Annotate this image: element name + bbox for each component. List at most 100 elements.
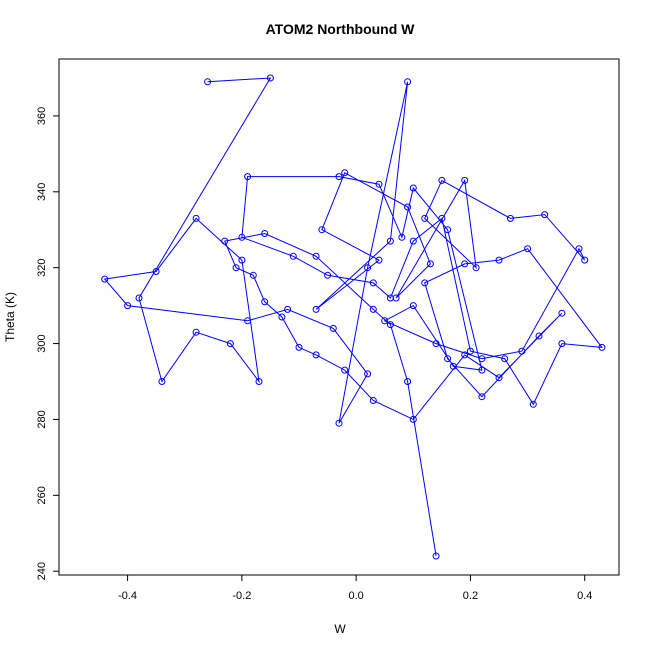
y-tick-label: 300 — [36, 334, 48, 352]
data-point — [461, 260, 469, 268]
series-line — [103, 77, 603, 557]
data-point — [238, 256, 246, 264]
data-point — [192, 328, 200, 336]
data-point — [369, 279, 377, 287]
data-point — [324, 271, 332, 279]
data-point — [461, 176, 469, 184]
data-point — [524, 245, 532, 253]
data-point — [232, 264, 240, 272]
data-point — [421, 279, 429, 287]
data-point — [284, 305, 292, 313]
data-point — [369, 305, 377, 313]
data-point — [409, 415, 417, 423]
y-tick-label: 260 — [36, 486, 48, 504]
data-point — [289, 252, 297, 260]
y-tick-label: 360 — [36, 107, 48, 125]
data-point — [312, 351, 320, 359]
y-tick-label: 240 — [36, 562, 48, 580]
x-tick-label: -0.2 — [232, 590, 251, 602]
data-point — [558, 340, 566, 348]
y-tick-label: 340 — [36, 183, 48, 201]
data-point — [478, 393, 486, 401]
y-tick-label: 280 — [36, 410, 48, 428]
data-point — [518, 347, 526, 355]
data-point — [449, 362, 457, 370]
plot-area-border — [58, 58, 620, 576]
data-point — [444, 226, 452, 234]
data-point — [226, 340, 234, 348]
data-point — [158, 378, 166, 385]
data-point — [295, 343, 303, 351]
data-point — [558, 309, 566, 317]
data-point — [249, 271, 257, 279]
data-point — [204, 78, 212, 86]
data-point — [461, 351, 469, 359]
data-point — [375, 180, 383, 188]
data-point — [478, 366, 486, 374]
data-point — [581, 256, 589, 264]
data-point — [444, 355, 452, 363]
data-point — [341, 366, 349, 374]
data-point — [438, 214, 446, 222]
data-point — [495, 374, 503, 382]
data-point — [472, 264, 480, 272]
data-point — [386, 321, 394, 329]
data-point — [124, 302, 132, 310]
chart-title: ATOM2 Northbound W — [266, 21, 416, 37]
data-point — [432, 340, 440, 348]
data-point — [318, 226, 326, 234]
data-point — [266, 74, 274, 82]
data-point — [244, 317, 252, 325]
data-point — [386, 294, 394, 302]
data-point — [261, 298, 269, 306]
data-point — [501, 355, 509, 363]
data-point — [278, 313, 286, 321]
data-point — [575, 245, 583, 253]
data-point — [398, 233, 406, 241]
y-axis-label: Theta (K) — [3, 292, 17, 342]
data-point — [329, 324, 337, 332]
x-axis-label: W — [334, 622, 346, 636]
series-layer — [101, 74, 606, 560]
x-tick-label: -0.4 — [118, 590, 137, 602]
data-point — [312, 305, 320, 313]
data-point — [244, 173, 252, 181]
data-point — [432, 552, 440, 560]
data-point — [335, 419, 343, 427]
data-point — [421, 214, 429, 222]
data-point — [381, 317, 389, 325]
y-tick-label: 320 — [36, 258, 48, 276]
y-axis: 240 260 280 300 320 340 360 — [36, 107, 60, 580]
data-point — [506, 214, 514, 222]
data-point — [438, 176, 446, 184]
data-point — [255, 378, 263, 385]
data-point — [152, 268, 160, 275]
data-point — [409, 184, 417, 192]
data-point — [386, 237, 394, 245]
data-point — [335, 173, 343, 181]
data-point — [312, 252, 320, 260]
data-point — [541, 211, 549, 219]
data-point — [409, 302, 417, 310]
data-point — [598, 343, 606, 351]
x-tick-label: 0.4 — [577, 590, 592, 602]
data-point — [404, 203, 412, 211]
data-point — [404, 78, 412, 86]
data-point — [409, 237, 417, 245]
data-point — [135, 294, 143, 302]
x-tick-label: 0.0 — [348, 590, 363, 602]
data-point — [341, 169, 349, 177]
data-point — [535, 332, 543, 340]
data-point — [478, 355, 486, 363]
data-point — [404, 378, 412, 385]
data-point — [221, 237, 229, 245]
data-point — [466, 347, 474, 355]
data-point — [192, 214, 200, 222]
data-point — [101, 275, 109, 283]
x-tick-label: 0.2 — [463, 590, 478, 602]
data-point — [369, 397, 377, 404]
data-point — [426, 260, 434, 268]
data-point — [261, 230, 269, 237]
